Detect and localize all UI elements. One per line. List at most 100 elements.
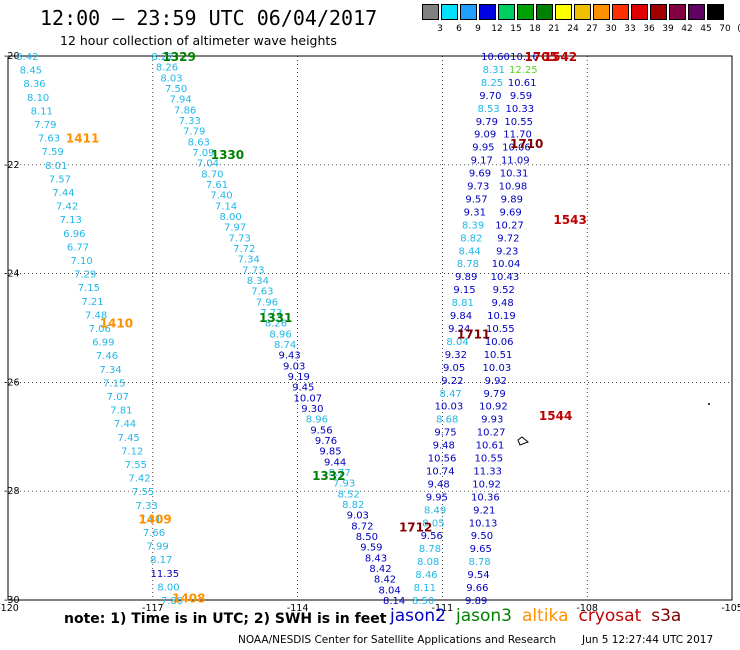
wave-height-value: 8.05 xyxy=(422,518,444,529)
pass-label: 1411 xyxy=(66,132,99,146)
wave-height-value: 10.03 xyxy=(435,402,464,413)
wave-height-value: 8.49 xyxy=(424,505,446,516)
wave-height-value: 10.61 xyxy=(476,441,505,452)
wave-height-value: 9.75 xyxy=(434,428,456,439)
wave-height-value: 9.79 xyxy=(476,117,498,128)
wave-height-value: 9.03 xyxy=(347,511,369,522)
wave-height-value: 8.11 xyxy=(414,583,436,594)
pass-label: 1332 xyxy=(312,469,345,483)
pass-label: 1544 xyxy=(539,409,572,423)
wave-height-value: 7.55 xyxy=(125,460,147,471)
wave-height-value: 7.73 xyxy=(229,233,251,244)
wave-height-value: 9.56 xyxy=(421,531,443,542)
units-note: note: 1) Time is in UTC; 2) SWH is in fe… xyxy=(64,611,387,627)
timestamp-text: Jun 5 12:27:44 UTC 2017 xyxy=(582,634,714,646)
lon-tick-label: -120 xyxy=(0,603,19,614)
wave-height-value: 7.44 xyxy=(114,419,136,430)
wave-height-value: 7.12 xyxy=(121,446,143,457)
wave-height-value: 9.03 xyxy=(283,361,305,372)
wave-height-value: 10.92 xyxy=(472,479,501,490)
lon-tick-label: -117 xyxy=(142,603,164,614)
wave-height-value: 10.43 xyxy=(491,272,520,283)
wave-height-value: 7.73 xyxy=(260,308,282,319)
colorbar-swatch xyxy=(631,4,648,20)
wave-height-value: 7.46 xyxy=(96,351,118,362)
colorbar-label: 39 xyxy=(662,24,674,34)
coast-marks xyxy=(517,403,710,446)
wave-height-value: 8.04 xyxy=(378,585,400,596)
wave-height-value: 8.77 xyxy=(328,468,350,479)
wave-height-value: 9.32 xyxy=(445,350,467,361)
wave-height-value: 9.17 xyxy=(471,156,493,167)
wave-height-value: 9.85 xyxy=(319,447,341,458)
wave-height-value: 8.17 xyxy=(150,555,172,566)
pass-label: 1705 xyxy=(524,50,557,64)
wave-height-value: 8.25 xyxy=(481,78,503,89)
wave-height-value: 8.10 xyxy=(27,93,49,104)
wave-height-value: 7.72 xyxy=(233,244,255,255)
wave-height-value: 8.11 xyxy=(31,106,53,117)
wave-height-value: 8.47 xyxy=(440,389,462,400)
wave-height-value: 9.48 xyxy=(433,441,455,452)
wave-height-value: 7.96 xyxy=(256,297,278,308)
wave-height-value: 10.16 xyxy=(510,52,539,63)
wave-height-value: 8.53 xyxy=(477,104,499,115)
track-jason3-a: 8.228.268.037.507.947.867.337.798.637.09… xyxy=(151,52,405,607)
wave-height-value: 8.31 xyxy=(483,65,505,76)
wave-height-value: 7.81 xyxy=(110,406,132,417)
colorbar-label: 3 xyxy=(437,24,443,34)
wave-height-value: 8.52 xyxy=(338,489,360,500)
wave-height-value: 7.48 xyxy=(85,310,107,321)
colorbar-label: 24 xyxy=(567,24,579,34)
wave-height-value: 9.84 xyxy=(450,311,472,322)
pass-labels: 1329 1330 1331 1332 1411 1410 1409 1408 17051542… xyxy=(66,50,587,605)
wave-height-value: 9.76 xyxy=(315,436,337,447)
wave-height-value: 8.78 xyxy=(419,544,441,555)
wave-height-value: 10.92 xyxy=(479,402,508,413)
wave-height-value: 7.45 xyxy=(118,433,140,444)
colorbar-swatch xyxy=(574,4,591,20)
wave-height-value: 10.31 xyxy=(500,169,529,180)
lat-tick-label: -28 xyxy=(4,486,20,497)
lat-tick-label: -26 xyxy=(4,377,20,388)
wave-height-value: 8.82 xyxy=(460,233,482,244)
wave-height-value: 9.44 xyxy=(324,457,346,468)
wave-height-value: 9.66 xyxy=(466,583,488,594)
wave-height-value: 9.52 xyxy=(493,285,515,296)
legend-altika: altika xyxy=(522,606,569,626)
colorbar-swatch xyxy=(593,4,610,20)
wave-height-value: 10.98 xyxy=(499,182,528,193)
wave-height-value: 8.72 xyxy=(351,521,373,532)
wave-height-value: 8.50 xyxy=(356,532,378,543)
wave-height-value: 9.70 xyxy=(479,91,501,102)
wave-height-value: 7.61 xyxy=(206,180,228,191)
wave-height-value: 9.43 xyxy=(279,351,301,362)
wave-height-value: 7.63 xyxy=(251,287,273,298)
wave-height-value: 8.01 xyxy=(45,161,67,172)
wave-height-value: 8.82 xyxy=(342,500,364,511)
wave-height-value: 7.07 xyxy=(107,392,129,403)
wave-height-value: 9.09 xyxy=(474,130,496,141)
pass-label: 1712 xyxy=(399,521,432,535)
colorbar-swatch xyxy=(441,4,458,20)
wave-height-value: 9.57 xyxy=(465,194,487,205)
wave-height-value: 10.56 xyxy=(428,454,457,465)
wave-height-value: 8.44 xyxy=(459,246,481,257)
colorbar-swatch xyxy=(498,4,515,20)
wave-height-value: 9.48 xyxy=(491,298,513,309)
wave-height-value: 7.59 xyxy=(42,147,64,158)
wave-height-value: 7.89 xyxy=(161,596,183,607)
wave-height-value: 7.09 xyxy=(192,148,214,159)
wave-height-value: 9.79 xyxy=(483,389,505,400)
wave-height-value: 8.46 xyxy=(415,570,437,581)
colorbar-label: 18 xyxy=(529,24,541,34)
wave-height-value: 8.74 xyxy=(274,340,296,351)
wave-height-value: 9.50 xyxy=(471,531,493,542)
wave-height-value: 9.73 xyxy=(467,182,489,193)
wave-height-value: 12.25 xyxy=(509,65,538,76)
wave-height-value: 8.00 xyxy=(157,582,179,593)
lat-tick-label: -24 xyxy=(4,269,20,280)
wave-height-value: 7.97 xyxy=(224,223,246,234)
lat-tick-label: -20 xyxy=(4,51,20,62)
